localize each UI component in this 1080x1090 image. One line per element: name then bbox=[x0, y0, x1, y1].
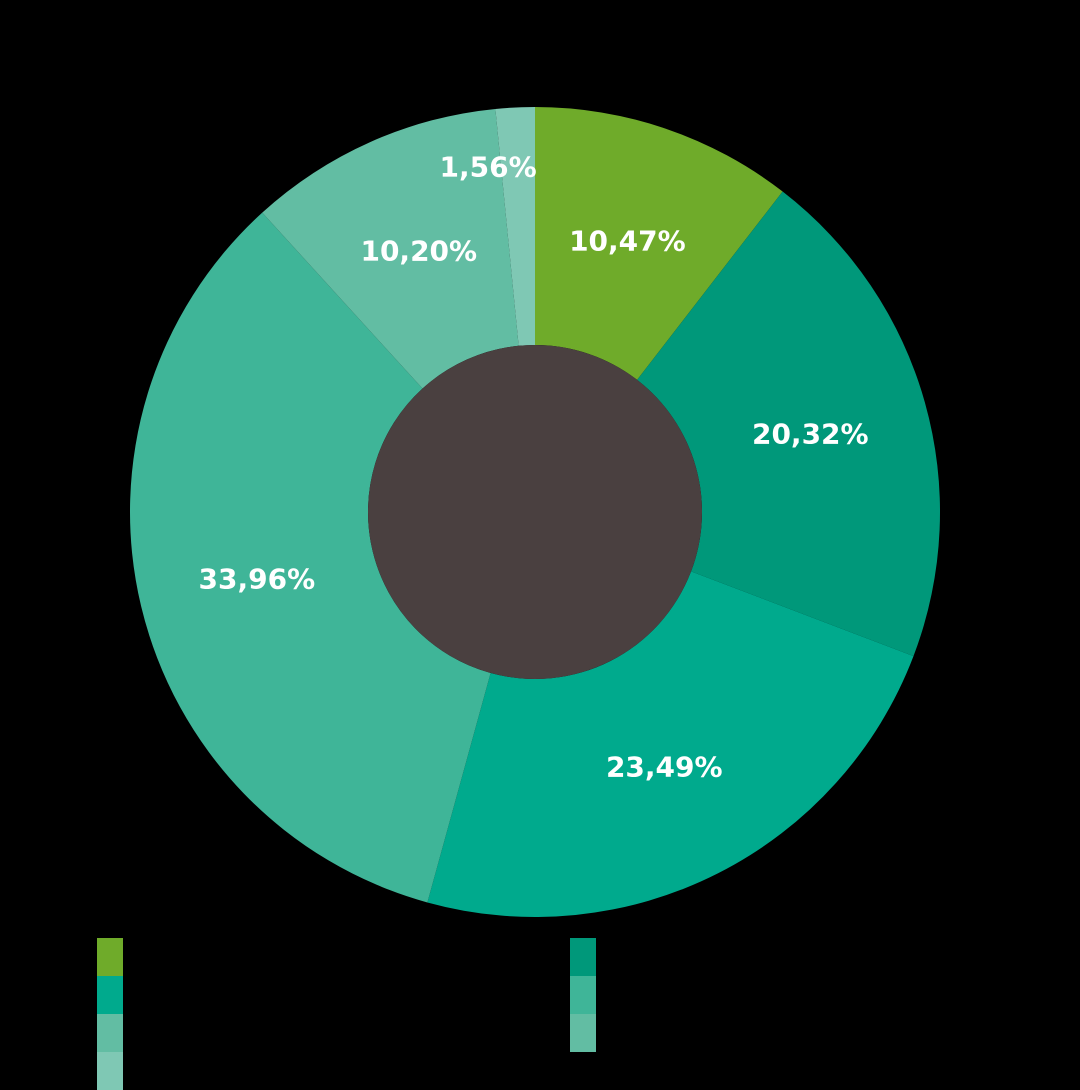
legend-right-column bbox=[570, 938, 608, 1052]
slice-value-label: 10,20% bbox=[360, 234, 478, 268]
donut-slice bbox=[637, 191, 940, 657]
slice-value-label: 10,47% bbox=[569, 224, 686, 258]
legend-item bbox=[97, 1014, 135, 1052]
legend-left-column bbox=[97, 938, 135, 1090]
legend-swatch bbox=[97, 1014, 123, 1052]
legend-swatch bbox=[570, 976, 596, 1014]
legend-item bbox=[570, 976, 608, 1014]
slice-value-label: 1,56% bbox=[439, 150, 537, 184]
legend-swatch bbox=[97, 1052, 123, 1090]
legend-swatch bbox=[97, 976, 123, 1014]
legend-swatch bbox=[570, 1014, 596, 1052]
donut-slice bbox=[495, 107, 535, 346]
legend-item bbox=[97, 976, 135, 1014]
donut-chart bbox=[129, 107, 940, 917]
donut-slice bbox=[535, 107, 783, 380]
slice-value-label: 33,96% bbox=[198, 562, 316, 596]
legend-item bbox=[97, 1052, 135, 1090]
slice-value-label: 23,49% bbox=[605, 750, 723, 784]
donut-slice bbox=[129, 212, 491, 903]
donut-slice bbox=[427, 571, 914, 917]
legend-item bbox=[97, 938, 135, 976]
donut-hole bbox=[368, 345, 702, 679]
legend-swatch bbox=[97, 938, 123, 976]
legend-swatch bbox=[570, 938, 596, 976]
legend-item bbox=[570, 1014, 608, 1052]
donut-slice bbox=[262, 108, 519, 389]
slice-value-label: 20,32% bbox=[751, 417, 869, 451]
legend-item bbox=[570, 938, 608, 976]
